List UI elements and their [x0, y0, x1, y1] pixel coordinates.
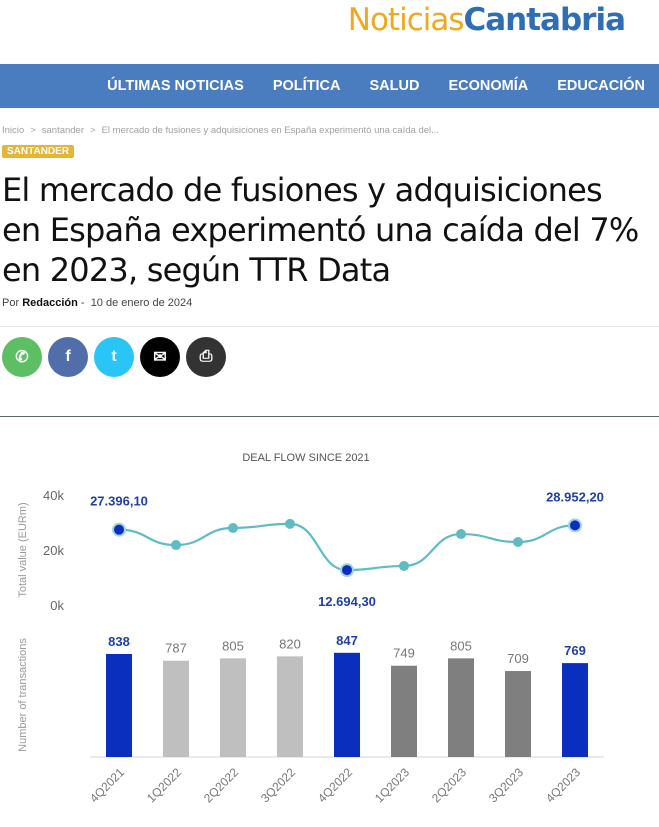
- x-tick-label: 3Q2023: [486, 765, 526, 805]
- bar: [391, 665, 417, 757]
- y-tick-label: 40k: [43, 488, 64, 503]
- divider: [0, 326, 659, 327]
- category-badge[interactable]: SANTANDER: [2, 145, 75, 158]
- x-tick-label: 4Q2022: [315, 765, 355, 805]
- x-tick-label: 1Q2023: [372, 765, 412, 805]
- nav-economia[interactable]: ECONOMÍA: [448, 78, 529, 94]
- x-tick-label: 4Q2023: [543, 765, 583, 805]
- bar-data-label: 787: [165, 641, 187, 656]
- print-icon: ⎙: [199, 348, 213, 365]
- line-point: [228, 523, 238, 533]
- bar-data-label: 709: [507, 651, 529, 666]
- breadcrumb-current: El mercado de fusiones y adquisiciones e…: [101, 125, 440, 136]
- line-data-label: 12.694,30: [318, 594, 376, 609]
- bar-y-axis-label: Number of transactions: [17, 638, 29, 752]
- line-point: [340, 563, 354, 578]
- main-nav: ÚLTIMAS NOTICIAS POLÍTICA SALUD ECONOMÍA…: [0, 64, 659, 108]
- line-point: [568, 518, 582, 533]
- x-tick-label: 4Q2021: [87, 765, 127, 805]
- print-share-button[interactable]: ⎙: [186, 337, 226, 377]
- bar: [334, 652, 360, 757]
- bar-data-label: 838: [108, 634, 130, 649]
- line-y-axis-label: Total value (EURm): [17, 502, 29, 597]
- bar: [220, 658, 246, 757]
- article-title: El mercado de fusiones y adquisiciones e…: [2, 171, 639, 289]
- whatsapp-icon: ✆: [15, 349, 29, 366]
- bar-data-label: 847: [336, 633, 358, 648]
- share-buttons: ✆ f t ✉ ⎙: [2, 337, 226, 377]
- deal-flow-chart: DEAL FLOW SINCE 2021 0k 20k 40k Total value …: [17, 452, 604, 805]
- bar-data-label: 820: [279, 636, 301, 651]
- nav-politica[interactable]: POLÍTICA: [272, 78, 341, 94]
- twitter-share-button[interactable]: t: [94, 337, 134, 377]
- author-link[interactable]: Redacción: [22, 297, 78, 309]
- line-point: [171, 540, 181, 551]
- bar-data-label: 769: [564, 643, 586, 658]
- chart-title: DEAL FLOW SINCE 2021: [242, 452, 369, 464]
- line-data-label: 27.396,10: [90, 494, 148, 509]
- line-point: [399, 560, 409, 571]
- nav-ultimas-noticias[interactable]: ÚLTIMAS NOTICIAS: [107, 78, 244, 94]
- breadcrumb: Inicio > santander > El mercado de fusiones …: [2, 125, 440, 136]
- bar-data-label: 805: [450, 638, 472, 653]
- y-tick-label: 20k: [43, 543, 64, 558]
- facebook-icon: f: [65, 348, 71, 365]
- x-tick-label: 2Q2023: [429, 765, 469, 805]
- line-data-label: 28.952,20: [546, 489, 604, 504]
- site-logo[interactable]: NoticiasCantabria: [347, 2, 626, 38]
- line-point: [112, 522, 126, 537]
- bar: [277, 656, 303, 757]
- facebook-share-button[interactable]: f: [48, 337, 88, 377]
- bar: [562, 663, 588, 757]
- bar-data-label: 749: [393, 646, 415, 661]
- x-tick-label: 3Q2022: [258, 765, 298, 805]
- twitter-icon: t: [111, 348, 117, 365]
- bar: [106, 654, 132, 757]
- bar: [505, 671, 531, 757]
- breadcrumb-santander[interactable]: santander: [41, 125, 85, 136]
- email-icon: ✉: [153, 349, 167, 366]
- bar: [163, 660, 189, 757]
- nav-educacion[interactable]: EDUCACIÓN: [557, 78, 645, 94]
- x-tick-label: 1Q2022: [144, 765, 184, 805]
- line-point: [285, 518, 295, 529]
- whatsapp-share-button[interactable]: ✆: [2, 337, 42, 377]
- line-point: [456, 529, 466, 540]
- bar: [448, 658, 474, 757]
- publish-date: 10 de enero de 2024: [90, 297, 193, 309]
- nav-salud[interactable]: SALUD: [369, 78, 420, 94]
- divider: [0, 416, 659, 417]
- x-tick-label: 2Q2022: [201, 765, 241, 805]
- breadcrumb-inicio[interactable]: Inicio: [2, 125, 25, 136]
- byline: Por Redacción - 10 de enero de 2024: [2, 297, 193, 309]
- line-point: [513, 537, 523, 548]
- y-tick-label: 0k: [50, 598, 64, 613]
- email-share-button[interactable]: ✉: [140, 337, 180, 377]
- bar-data-label: 805: [222, 638, 244, 653]
